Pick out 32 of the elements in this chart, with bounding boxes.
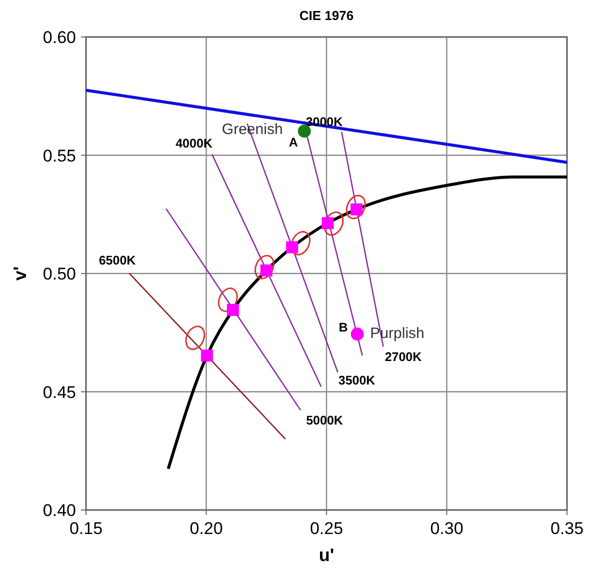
y-tick-label: 0.45	[42, 382, 76, 402]
point	[346, 194, 366, 220]
x-tick-label: 0.15	[69, 519, 103, 538]
point	[185, 326, 206, 350]
annotation: B	[338, 320, 348, 334]
x-axis-title: u'	[318, 545, 334, 565]
y-axis-title: v'	[10, 266, 30, 281]
point	[218, 288, 238, 312]
point	[254, 254, 274, 280]
x-tick-label: 0.25	[310, 519, 344, 538]
line-series	[166, 176, 568, 470]
x-tick-label: 0.20	[190, 519, 223, 538]
point	[200, 350, 213, 362]
x-tick-label: 0.35	[550, 519, 584, 538]
annotation: 3500K	[338, 374, 376, 388]
annotation: A	[288, 135, 298, 150]
annotation: 5000K	[306, 413, 343, 428]
point	[226, 304, 239, 316]
annotation: 2700K	[384, 350, 422, 364]
y-tick-label: 0.60	[42, 28, 76, 47]
point	[324, 211, 344, 236]
point	[298, 124, 311, 138]
y-tick-label: 0.40	[42, 501, 76, 520]
point	[350, 328, 364, 341]
x-tick-label: 0.30	[430, 519, 464, 538]
point	[286, 241, 298, 254]
chart-title: CIE 1976	[299, 8, 354, 23]
y-tick-label: 0.55	[42, 146, 76, 166]
annotation: 6500K	[98, 254, 136, 268]
y-tick-label: 0.50	[42, 264, 76, 284]
point	[290, 231, 310, 256]
annotation: 4000K	[176, 136, 212, 151]
